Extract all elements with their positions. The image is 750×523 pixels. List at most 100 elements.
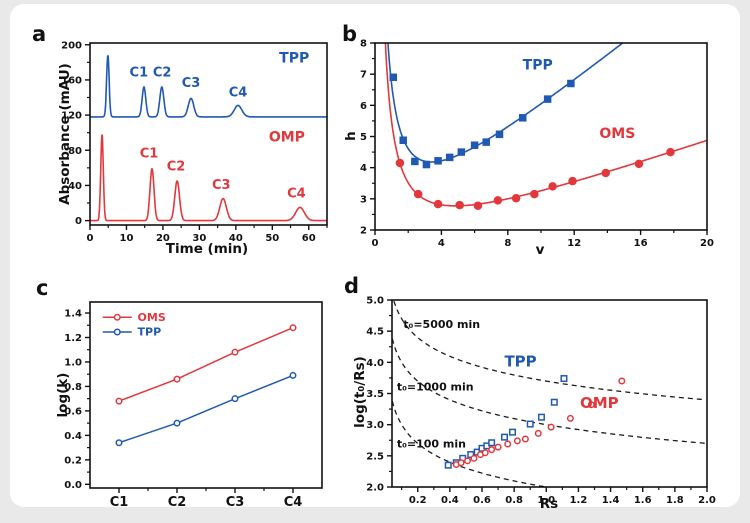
svg-text:1.0: 1.0 (64, 357, 82, 368)
svg-text:6: 6 (360, 101, 367, 112)
axis-ticks: 0.2 0.4 0.6 0.8 1.0 1.2 1.4 1.6 1.8 2.0 2.0 2.5 3.0 3… (366, 296, 716, 507)
svg-text:40: 40 (68, 181, 82, 192)
svg-text:0.8: 0.8 (64, 382, 82, 393)
svg-text:0.6: 0.6 (64, 406, 82, 417)
svg-text:C1: C1 (110, 495, 129, 510)
panel-a-x-axis-title: Time (min) (165, 241, 249, 257)
annotation-c2: C2 (153, 65, 172, 80)
svg-text:1.4: 1.4 (64, 309, 82, 320)
svg-text:0: 0 (372, 238, 379, 249)
svg-text:20: 20 (700, 238, 714, 249)
svg-text:8: 8 (504, 238, 511, 249)
svg-text:1.4: 1.4 (602, 495, 620, 506)
annotation-c4: C4 (287, 187, 306, 202)
trace-tpp (90, 55, 327, 118)
annotation-tpp: TPP (523, 57, 553, 73)
series-oms (115, 324, 297, 405)
plot-area (90, 55, 327, 222)
panel-b-x-axis-title: v (535, 242, 545, 258)
annotation-c3: C3 (212, 178, 231, 193)
axis-ticks: 0 4 8 12 16 20 2 3 4 5 6 7 8 (360, 39, 714, 250)
svg-text:0.8: 0.8 (505, 495, 523, 506)
panel-d-x-axis-title: Rs (539, 496, 559, 512)
annotation-c1: C1 (130, 65, 149, 80)
plot-area (384, 43, 707, 210)
isochrone-label: t₀=5000 min (403, 318, 480, 331)
svg-text:12: 12 (567, 238, 581, 249)
svg-text:4.0: 4.0 (366, 358, 384, 369)
svg-text:3: 3 (360, 194, 367, 205)
svg-text:4: 4 (438, 238, 445, 249)
panel-b-vandeemter-chart: TPP OMS 0 4 8 12 16 20 2 3 4 5 6 7 8 (360, 39, 714, 250)
annotation-c3: C3 (182, 76, 201, 91)
plot-area (392, 300, 706, 487)
svg-text:0.2: 0.2 (409, 495, 427, 506)
data-points-tpp (115, 371, 297, 447)
panel-d-letter: d (344, 274, 360, 298)
axes-box (89, 42, 328, 226)
svg-text:30: 30 (192, 233, 206, 244)
svg-text:2: 2 (360, 226, 367, 237)
annotation-omp: OMP (580, 394, 619, 412)
series-omp (90, 134, 327, 222)
svg-text:2.0: 2.0 (698, 495, 716, 506)
svg-text:7: 7 (360, 70, 367, 81)
fit-curve-tpp (387, 43, 624, 163)
svg-text:0.6: 0.6 (473, 495, 491, 506)
series-oms (384, 43, 707, 210)
annotation-c1: C1 (140, 146, 159, 161)
svg-text:50: 50 (265, 233, 279, 244)
svg-text:1.2: 1.2 (570, 495, 588, 506)
svg-text:160: 160 (61, 75, 82, 86)
svg-text:1.2: 1.2 (64, 333, 82, 344)
svg-text:0.0: 0.0 (64, 480, 82, 491)
svg-text:20: 20 (156, 233, 170, 244)
svg-text:8: 8 (360, 39, 367, 50)
annotation-tpp: TPP (279, 50, 309, 66)
svg-text:5.0: 5.0 (366, 296, 384, 307)
svg-text:120: 120 (61, 111, 82, 122)
svg-text:0: 0 (87, 233, 94, 244)
svg-text:2.5: 2.5 (366, 451, 384, 462)
annotation-tpp: TPP (504, 353, 536, 371)
svg-text:5: 5 (360, 132, 367, 143)
svg-text:2.0: 2.0 (366, 483, 384, 494)
svg-text:200: 200 (61, 40, 82, 51)
svg-text:16: 16 (634, 238, 648, 249)
annotation-c4: C4 (229, 86, 248, 101)
data-points-oms (395, 147, 675, 210)
panel-a-letter: a (32, 22, 47, 46)
svg-text:1.8: 1.8 (666, 495, 684, 506)
annotation-oms: OMS (599, 126, 635, 142)
isochrone-curve (393, 300, 706, 401)
svg-text:C3: C3 (226, 495, 245, 510)
svg-text:1.6: 1.6 (634, 495, 652, 506)
svg-text:40: 40 (229, 233, 243, 244)
svg-text:60: 60 (302, 233, 316, 244)
svg-text:0.4: 0.4 (64, 431, 82, 442)
panel-a-chromatogram-chart: TPP OMP C1 C2 C3 C4 C1 C2 C3 C4 0 10 20 30 40 50 60 0 40 80… (61, 40, 328, 244)
svg-text:4.5: 4.5 (366, 327, 384, 338)
data-points-oms (115, 324, 297, 405)
annotation-omp: OMP (269, 129, 305, 145)
svg-text:80: 80 (68, 146, 82, 157)
data-points-omp (452, 377, 626, 469)
plot-area (115, 324, 297, 447)
axis-ticks: 0 10 20 30 40 50 60 0 40 80 120 160 200 (61, 40, 328, 244)
data-points-tpp (389, 73, 575, 169)
panel-b-letter: b (342, 22, 358, 46)
svg-text:4: 4 (360, 163, 367, 174)
svg-text:1.0: 1.0 (537, 495, 555, 506)
legend-label-tpp: TPP (138, 325, 162, 338)
svg-text:C4: C4 (284, 495, 303, 510)
svg-text:3.0: 3.0 (366, 420, 384, 431)
svg-text:C2: C2 (168, 495, 187, 510)
series-tpp (115, 371, 297, 447)
series-tpp (387, 43, 624, 169)
annotation-c2: C2 (167, 159, 186, 174)
svg-text:0.4: 0.4 (441, 495, 459, 506)
